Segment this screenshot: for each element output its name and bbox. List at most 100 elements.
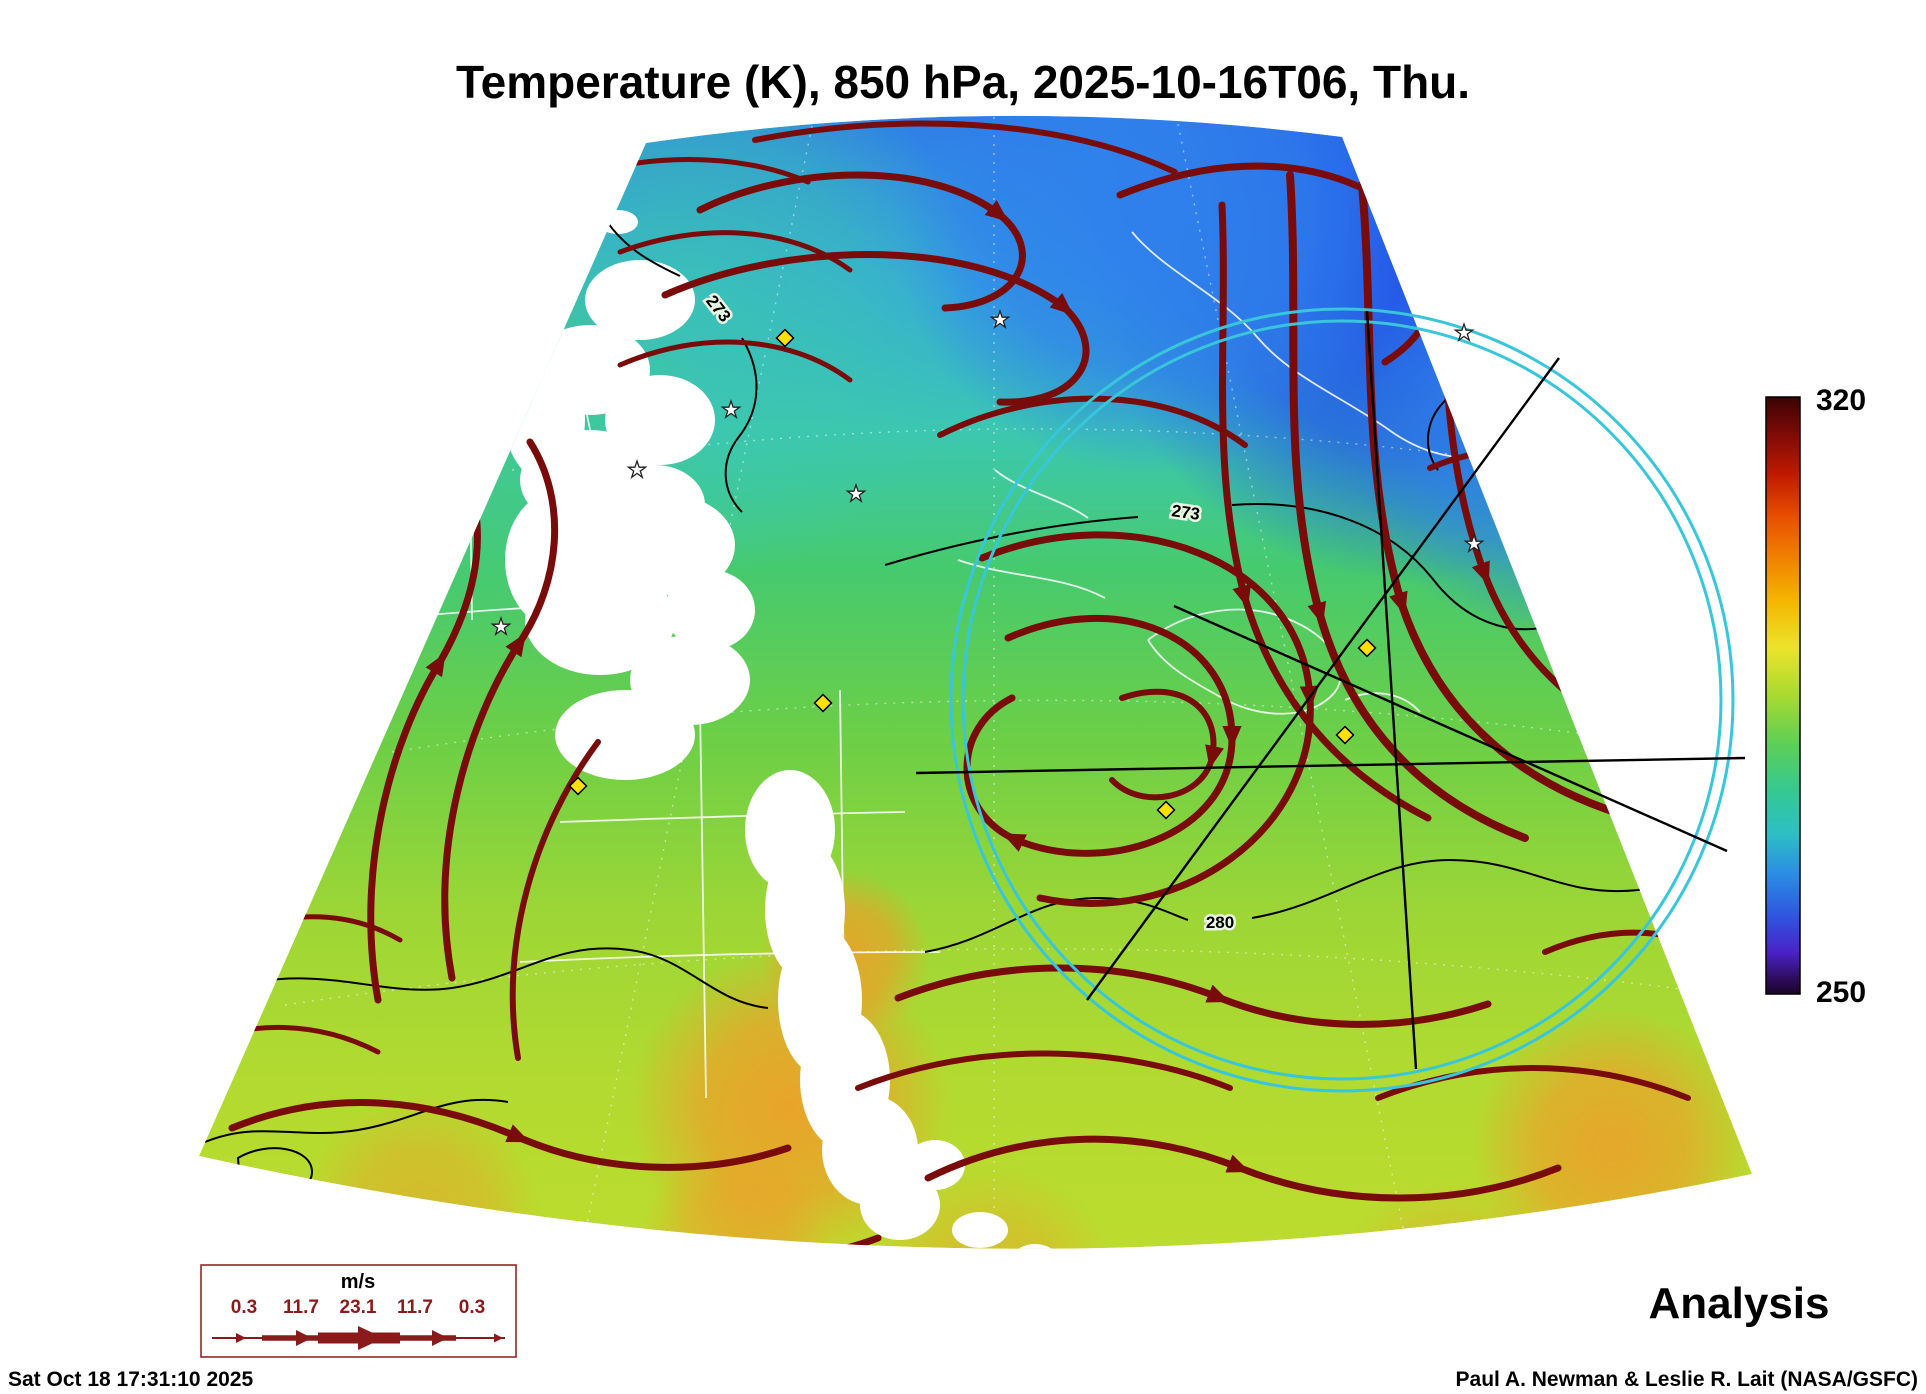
coast bbox=[559, 811, 906, 823]
contour bbox=[204, 1098, 509, 1143]
map-shape bbox=[532, 244, 588, 276]
azimuth-line bbox=[1173, 604, 1728, 853]
contour bbox=[884, 516, 1139, 566]
map-shape bbox=[585, 260, 695, 340]
station-diamond-marker bbox=[813, 693, 833, 713]
legend-arrow bbox=[494, 1333, 503, 1343]
station-markers bbox=[490, 308, 1485, 820]
azimuth-line bbox=[1086, 357, 1560, 1001]
wind-legend-units: m/s bbox=[341, 1271, 375, 1293]
range-circle-overlay bbox=[915, 307, 1746, 1093]
streamline bbox=[1002, 1261, 1358, 1288]
map-shape bbox=[510, 338, 550, 362]
contour bbox=[924, 896, 1189, 953]
wind-legend-speed: 11.7 bbox=[283, 1297, 319, 1318]
map-shape bbox=[952, 1212, 1008, 1248]
map-shape bbox=[505, 360, 585, 480]
terrain-void-region bbox=[450, 193, 1057, 1249]
contour bbox=[724, 337, 758, 513]
streamline bbox=[963, 614, 1242, 857]
streamline bbox=[617, 230, 853, 273]
map-shape bbox=[505, 490, 615, 630]
map-shape bbox=[1350, 220, 1752, 640]
streamline bbox=[855, 1050, 1233, 1091]
map-shape bbox=[598, 210, 638, 234]
azimuth-line bbox=[1365, 310, 1418, 1070]
streamline bbox=[617, 339, 853, 383]
map-shape bbox=[605, 465, 705, 545]
map-shape bbox=[555, 690, 695, 780]
map-shape bbox=[450, 245, 500, 275]
map-shape bbox=[640, 1150, 830, 1249]
graticule bbox=[284, 948, 1729, 1006]
legend-arrow bbox=[296, 1330, 312, 1346]
wind-legend-speed: 11.7 bbox=[397, 1297, 433, 1318]
streamline bbox=[937, 395, 1248, 448]
map-shape bbox=[665, 570, 755, 650]
map-shape bbox=[890, 115, 1410, 475]
map-shape bbox=[462, 335, 498, 355]
credit-line: Paul A. Newman & Leslie R. Lait (NASA/GS… bbox=[1456, 1368, 1918, 1391]
station-star-marker bbox=[845, 482, 867, 504]
coast bbox=[699, 704, 707, 1099]
colorbar-max-label: 320 bbox=[1816, 384, 1866, 417]
azimuth-line bbox=[915, 756, 1746, 775]
station-star-marker bbox=[490, 615, 512, 637]
streamline bbox=[924, 1135, 1562, 1202]
map-shape bbox=[475, 193, 545, 237]
coast bbox=[1147, 608, 1342, 715]
legend-arrow bbox=[432, 1330, 448, 1346]
station-star-marker bbox=[1463, 532, 1485, 554]
station-star-marker bbox=[989, 308, 1011, 330]
generation-timestamp: Sat Oct 18 17:31:10 2025 bbox=[8, 1368, 253, 1391]
wind-legend-speed: 0.3 bbox=[231, 1297, 257, 1318]
legend-arrow bbox=[236, 1333, 246, 1343]
temperature-field bbox=[199, 115, 1752, 1249]
streamline bbox=[1218, 201, 1432, 822]
streamline bbox=[752, 120, 1178, 175]
station-star-marker bbox=[626, 458, 648, 480]
streamline bbox=[509, 739, 601, 1061]
station-diamond-marker bbox=[1335, 725, 1355, 745]
streamline bbox=[367, 458, 481, 1004]
station-diamond-marker bbox=[1357, 638, 1377, 658]
legend-arrow bbox=[358, 1326, 384, 1350]
coast bbox=[1131, 231, 1493, 459]
map-shape bbox=[488, 286, 532, 314]
graticule bbox=[581, 125, 813, 1249]
streamline bbox=[894, 964, 1492, 1028]
coast bbox=[519, 951, 941, 963]
station-star-marker bbox=[720, 398, 742, 420]
colorbar: 320 250 bbox=[1765, 384, 1866, 1009]
range-circle-outer bbox=[949, 307, 1735, 1093]
streamline bbox=[560, 1280, 898, 1308]
streamline bbox=[1358, 181, 1639, 822]
streamline bbox=[696, 171, 1026, 312]
streamline bbox=[228, 1099, 792, 1171]
range-circle-inner bbox=[961, 319, 1723, 1081]
station-star-marker bbox=[1453, 321, 1475, 343]
streamline bbox=[661, 251, 1090, 406]
streamline bbox=[441, 438, 559, 982]
colorbar-min-label: 250 bbox=[1816, 976, 1866, 1009]
station-diamond-marker bbox=[1156, 800, 1176, 820]
product-type-label: Analysis bbox=[1649, 1279, 1830, 1328]
wind-legend-speed: 0.3 bbox=[459, 1297, 485, 1318]
map-canvas: 273 273 280 bbox=[199, 115, 1752, 1308]
page-title: Temperature (K), 850 hPa, 2025-10-16T06,… bbox=[456, 56, 1470, 108]
wind-speed-legend: m/s 0.3 11.7 23.1 11.7 0.3 bbox=[200, 1264, 517, 1358]
map-shape bbox=[905, 1140, 965, 1190]
streamline bbox=[1286, 171, 1529, 842]
isotherm-label-280-south: 280 bbox=[1206, 913, 1234, 932]
map-shape bbox=[1013, 1244, 1057, 1249]
coast bbox=[994, 469, 1089, 519]
colorbar-gradient bbox=[1765, 396, 1801, 995]
wind-legend-arrow-scale bbox=[212, 1326, 505, 1350]
map-shape bbox=[860, 1170, 940, 1240]
streamline bbox=[1109, 688, 1224, 801]
station-diamond-marker bbox=[568, 776, 588, 796]
station-diamond-marker bbox=[775, 328, 795, 348]
wind-legend-speed: 23.1 bbox=[340, 1297, 377, 1318]
